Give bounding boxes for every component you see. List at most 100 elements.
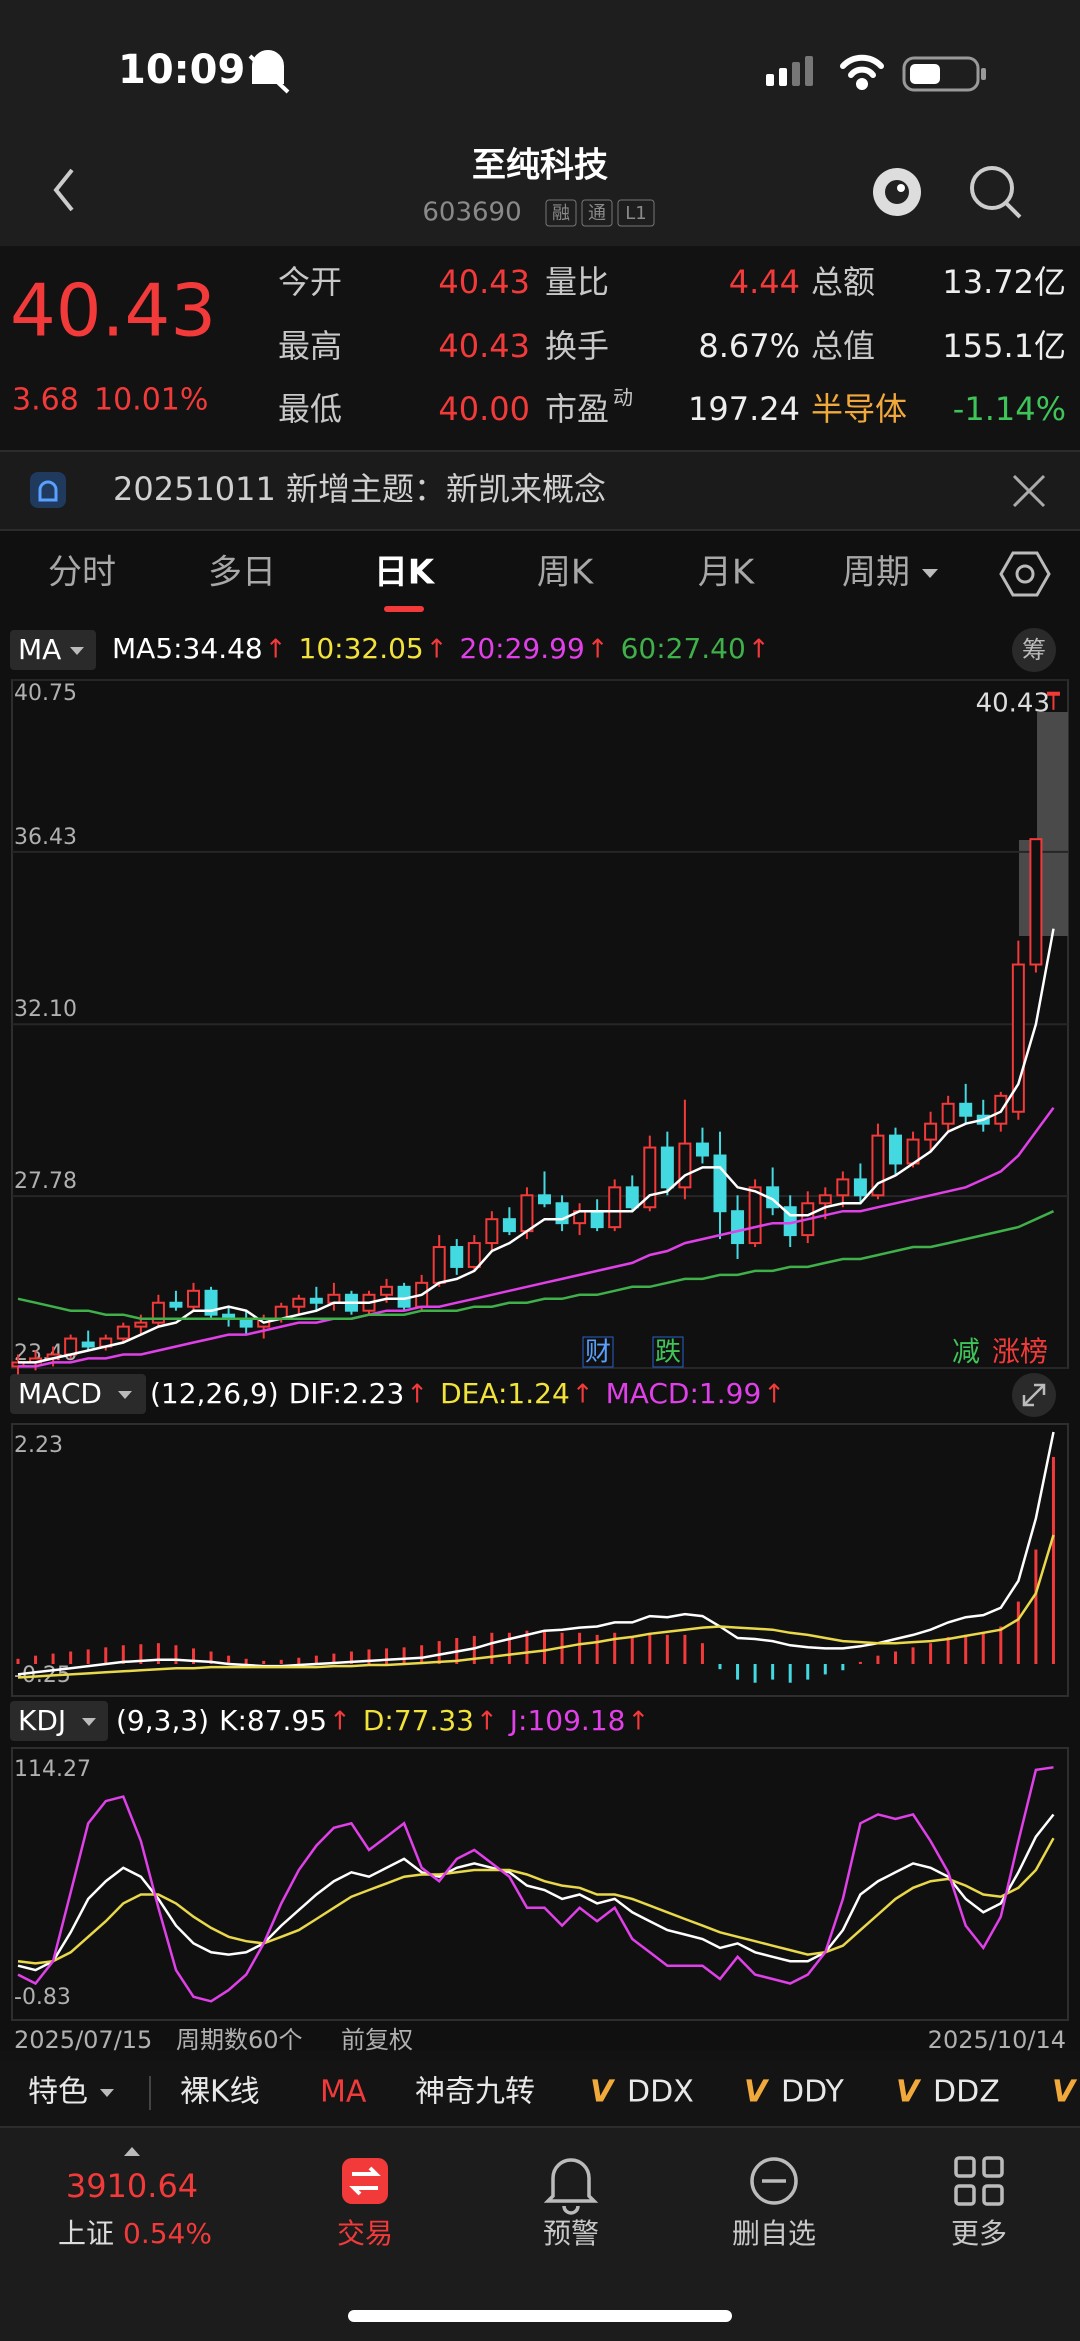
trend-arrow: ↑ bbox=[748, 635, 770, 665]
legend-entry: DEA:1.24 bbox=[440, 1377, 570, 1410]
macd-bar bbox=[806, 1663, 810, 1680]
tab-active[interactable]: 日K bbox=[374, 553, 436, 593]
back-button[interactable] bbox=[53, 168, 74, 212]
indicator-bar-bg bbox=[0, 2060, 1080, 2126]
nav-tab[interactable]: 预警 bbox=[543, 2217, 599, 2250]
candle-body bbox=[1011, 963, 1025, 1113]
adjust-mode[interactable]: 前复权 bbox=[341, 2026, 413, 2054]
y-tick-label: -0.83 bbox=[14, 1985, 71, 2010]
period-count: 周期数60个 bbox=[176, 2026, 303, 2054]
quote-value: 155.1亿 bbox=[942, 327, 1066, 365]
vip-mark: V bbox=[1052, 2075, 1078, 2110]
legend-entry: D:77.33 bbox=[363, 1704, 474, 1737]
indicator-tab[interactable]: DDZ bbox=[933, 2075, 1000, 2110]
trend-arrow: ↑ bbox=[329, 1707, 351, 1737]
change-pct: 10.01% bbox=[94, 383, 208, 418]
vip-mark: V bbox=[744, 2075, 770, 2110]
nav-tab-active[interactable]: 交易 bbox=[337, 2217, 393, 2250]
macd-bar bbox=[823, 1663, 827, 1675]
nav-tab[interactable]: 更多 bbox=[951, 2217, 1007, 2250]
nav-tab[interactable]: 删自选 bbox=[732, 2217, 816, 2250]
indicator-select[interactable] bbox=[10, 630, 96, 670]
legend-entry: K:87.95 bbox=[219, 1704, 327, 1737]
quote-value: 197.24 bbox=[688, 390, 800, 428]
settings-button[interactable] bbox=[999, 551, 1051, 597]
macd-bar bbox=[981, 1632, 985, 1664]
y-tick-label: 114.27 bbox=[14, 1757, 91, 1782]
macd-bar bbox=[209, 1651, 213, 1664]
top-bar-bg bbox=[0, 0, 1080, 246]
candle-body bbox=[959, 1102, 973, 1117]
range-overlay bbox=[1019, 840, 1068, 936]
badge: 通 bbox=[588, 203, 606, 224]
vip-mark: V bbox=[896, 2075, 922, 2110]
event-text: 财 bbox=[585, 1338, 611, 1368]
y-tick-label: 40.75 bbox=[14, 681, 77, 706]
battery-icon bbox=[902, 56, 986, 92]
end-date: 2025/10/14 bbox=[928, 2026, 1066, 2054]
index-change: 0.54% bbox=[123, 2217, 212, 2250]
tab[interactable]: 多日 bbox=[208, 553, 276, 593]
candle-body bbox=[853, 1178, 867, 1197]
macd-bar bbox=[349, 1651, 353, 1664]
macd-bar bbox=[121, 1645, 125, 1664]
event-text: 跌 bbox=[655, 1338, 681, 1368]
indicator-select[interactable] bbox=[10, 1374, 146, 1414]
tab-underline bbox=[384, 606, 424, 612]
trend-arrow: ↑ bbox=[426, 635, 448, 665]
tab[interactable]: 月K bbox=[698, 553, 756, 593]
trade-icon bbox=[342, 2158, 388, 2204]
candle-body bbox=[625, 1186, 639, 1209]
tab[interactable]: 周期 bbox=[842, 553, 910, 593]
candle-body bbox=[695, 1142, 709, 1157]
clock: 10:09 bbox=[118, 47, 245, 93]
macd-bar bbox=[244, 1658, 248, 1664]
indicator-tab[interactable]: 特色 bbox=[28, 2075, 88, 2110]
quote-value: 4.44 bbox=[729, 263, 800, 301]
candle-body bbox=[941, 1102, 955, 1125]
expand-button[interactable] bbox=[1012, 1373, 1056, 1417]
macd-bar bbox=[876, 1655, 880, 1664]
legend-entry: 20:29.99 bbox=[460, 632, 585, 665]
close-notice[interactable] bbox=[1012, 474, 1046, 508]
tab[interactable]: 周K bbox=[537, 553, 595, 593]
notice-text[interactable]: 20251011 新增主题：新凯来概念 bbox=[113, 470, 606, 508]
macd-bar bbox=[788, 1663, 792, 1683]
index-value[interactable]: 3910.64 bbox=[66, 2167, 198, 2205]
macd-bar bbox=[543, 1630, 546, 1664]
indicator-line bbox=[17, 1813, 1055, 1972]
mascot-button[interactable] bbox=[873, 168, 921, 216]
candle-body bbox=[309, 1297, 323, 1304]
indicator-tab-active[interactable]: MA bbox=[320, 2075, 367, 2110]
indicator-line bbox=[17, 1210, 1055, 1320]
indicator-select[interactable] bbox=[10, 1701, 108, 1741]
macd-bar bbox=[279, 1659, 283, 1664]
indicator-tab[interactable]: DDY bbox=[781, 2075, 845, 2110]
tab[interactable]: 分时 bbox=[48, 553, 116, 593]
indicator-tab[interactable]: 神奇九转 bbox=[415, 2075, 535, 2110]
search-button[interactable] bbox=[970, 166, 1022, 219]
quote-label-sup: 动 bbox=[613, 386, 633, 410]
bottom-nav-bg bbox=[0, 2128, 1080, 2341]
macd-bar bbox=[946, 1636, 950, 1664]
plots: 40.7536.4332.1027.7823.4640.43财跌减涨榜MA5:3… bbox=[11, 632, 1068, 2010]
indicator-tab[interactable]: 裸K线 bbox=[180, 2075, 260, 2110]
macd-bar bbox=[174, 1645, 178, 1664]
more-icon bbox=[954, 2156, 1004, 2206]
macd-bar bbox=[999, 1626, 1003, 1664]
macd-bar bbox=[297, 1657, 301, 1664]
quote-value: 40.43 bbox=[438, 327, 530, 365]
macd-bar bbox=[1051, 1456, 1055, 1664]
candle-body bbox=[116, 1325, 130, 1340]
indicator-tab[interactable]: DDX bbox=[627, 2075, 694, 2110]
chart-bg bbox=[0, 531, 1080, 2051]
event-badge bbox=[582, 1336, 614, 1368]
alert-icon bbox=[543, 2158, 599, 2215]
candle-body bbox=[660, 1146, 674, 1189]
y-tick-label: 2.23 bbox=[14, 1433, 63, 1458]
macd-bar bbox=[472, 1635, 476, 1664]
tag-text: 减 bbox=[952, 1335, 980, 1368]
chip-button[interactable] bbox=[1012, 628, 1056, 672]
macd-bar bbox=[16, 1658, 20, 1664]
badge: 融 bbox=[552, 203, 570, 224]
